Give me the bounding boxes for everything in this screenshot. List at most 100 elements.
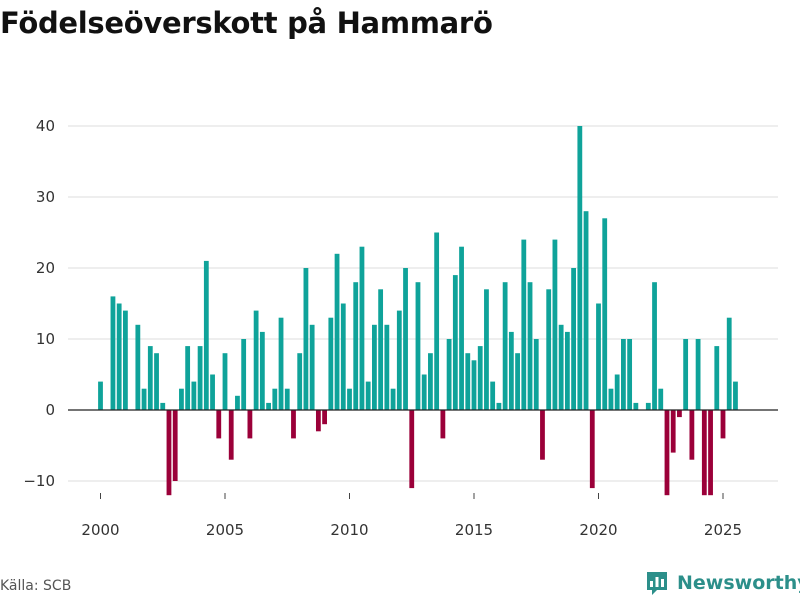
bar	[309, 324, 315, 410]
gridlines	[68, 125, 778, 482]
bar	[502, 282, 508, 410]
bar	[396, 310, 402, 410]
bar	[390, 388, 396, 410]
bar	[652, 282, 657, 410]
bar	[701, 410, 707, 496]
bar	[552, 239, 558, 410]
bar	[340, 303, 346, 410]
x-axis-ticks: 2000 2005 2010 2015 2020 2025	[81, 493, 742, 539]
bar	[695, 339, 701, 410]
bar	[247, 410, 253, 439]
bar	[515, 353, 520, 410]
bar	[353, 282, 359, 410]
bar	[614, 374, 620, 410]
bar	[98, 381, 103, 410]
chart-title: Födelseöverskott på Hammarö	[0, 6, 493, 40]
bar	[683, 339, 689, 410]
bar	[546, 289, 552, 410]
bar	[670, 410, 676, 453]
bar	[527, 282, 533, 410]
bar	[297, 353, 303, 410]
bar	[403, 268, 408, 410]
bar	[228, 410, 234, 460]
bar	[303, 268, 309, 410]
bar	[241, 339, 247, 410]
bar	[266, 402, 271, 410]
bar	[421, 374, 427, 410]
bar	[154, 353, 159, 410]
x-tick-label: 2010	[330, 521, 368, 539]
bar	[191, 381, 197, 410]
bar	[477, 346, 483, 410]
bar	[185, 346, 191, 410]
bar	[708, 410, 713, 496]
bar	[471, 360, 477, 410]
bar	[123, 310, 128, 410]
bar	[110, 296, 116, 410]
y-axis-ticks: −10 0 10 20 30 40	[23, 117, 55, 490]
bar	[677, 410, 682, 418]
bar	[235, 395, 240, 410]
bar	[415, 282, 421, 410]
y-tick-label: 20	[36, 259, 55, 277]
bar	[465, 353, 471, 410]
x-tick-label: 2025	[704, 521, 742, 539]
bar	[627, 339, 633, 410]
y-tick-label: 40	[36, 117, 55, 135]
bar	[378, 289, 384, 410]
bar	[633, 402, 639, 410]
source-label: Källa: SCB	[0, 578, 72, 594]
bar	[621, 339, 626, 410]
bar	[608, 388, 614, 410]
newsworthy-icon	[647, 572, 667, 595]
bar	[508, 331, 514, 410]
bar	[428, 353, 433, 410]
bar	[490, 381, 496, 410]
bar	[720, 410, 726, 439]
bar	[384, 324, 390, 410]
bar	[203, 260, 209, 410]
bar	[216, 410, 222, 439]
bar	[322, 410, 327, 425]
bar	[197, 346, 203, 410]
bar	[253, 310, 259, 410]
bar	[540, 410, 545, 460]
bar	[160, 402, 166, 410]
bar	[440, 410, 446, 439]
bar	[147, 346, 153, 410]
bar	[496, 402, 502, 410]
bar	[372, 324, 377, 410]
bar	[558, 324, 564, 410]
brand-name: Newsworthy	[677, 572, 800, 594]
bar	[347, 388, 352, 410]
bar	[446, 339, 452, 410]
y-tick-label: 0	[45, 401, 55, 419]
bar	[533, 339, 539, 410]
x-tick-label: 2020	[579, 521, 617, 539]
bars	[98, 126, 738, 496]
bar	[733, 381, 738, 410]
x-tick-label: 2015	[455, 521, 493, 539]
bar	[434, 232, 440, 410]
bar	[172, 410, 178, 481]
bar	[571, 268, 576, 410]
bar	[278, 317, 284, 410]
bar	[272, 388, 278, 410]
bar	[166, 410, 172, 496]
bar	[334, 253, 340, 410]
bar	[259, 331, 265, 410]
bar	[689, 410, 695, 460]
newsworthy-logo: Newsworthy	[645, 570, 800, 596]
bar	[116, 303, 122, 410]
bar	[291, 410, 296, 439]
bar	[589, 410, 595, 489]
bar	[365, 381, 371, 410]
bar	[664, 410, 670, 496]
bar	[135, 324, 141, 410]
bar	[210, 374, 215, 410]
y-tick-label: 30	[36, 188, 55, 206]
bar	[602, 218, 608, 410]
x-tick-label: 2005	[206, 521, 244, 539]
bar	[583, 211, 589, 410]
